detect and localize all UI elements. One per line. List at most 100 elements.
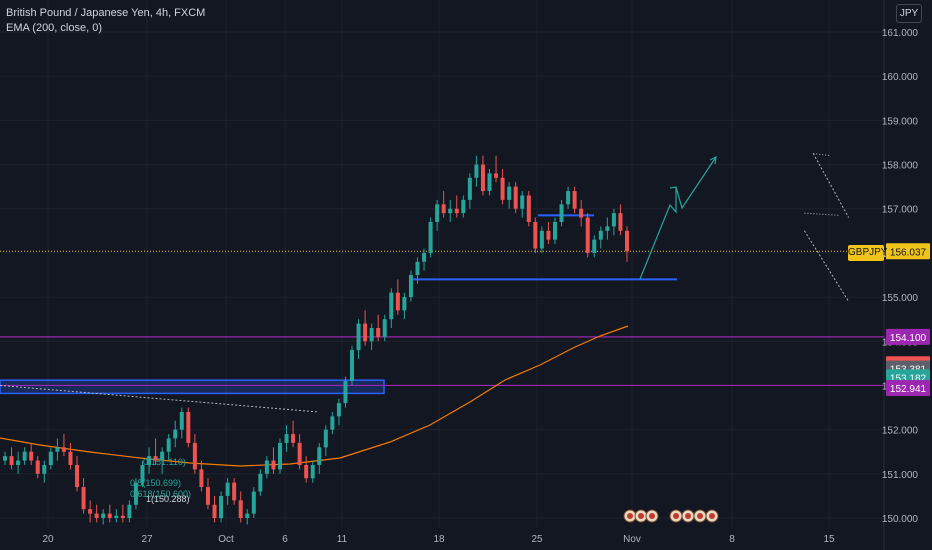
current-symbol-label: GBPJPY xyxy=(848,245,887,261)
candle-body xyxy=(572,191,577,209)
candle-body xyxy=(94,513,99,518)
candle xyxy=(474,155,479,187)
candle-body xyxy=(238,500,243,518)
candle xyxy=(271,447,276,474)
candle-body xyxy=(552,221,557,240)
candle xyxy=(225,478,230,505)
symbol-title[interactable]: British Pound / Japanese Yen, 4h, FXCM xyxy=(6,7,206,19)
candle xyxy=(205,478,210,510)
candle-body xyxy=(160,451,165,461)
event-flag-icon[interactable] xyxy=(669,509,683,523)
fib-level-label: 1(150.288) xyxy=(146,494,190,504)
candle xyxy=(323,425,328,457)
candle-body xyxy=(520,195,525,209)
event-flag-icon[interactable] xyxy=(693,509,707,523)
projection-arrowhead xyxy=(669,186,679,195)
event-flag-icon[interactable] xyxy=(705,509,719,523)
candle xyxy=(487,168,492,196)
candle xyxy=(350,345,355,386)
candle-body xyxy=(153,456,158,461)
projection-arrowhead xyxy=(709,155,717,165)
fibonacci-labels: 0(151.110) 0.5(150.699)0.618(150.600)1(15… xyxy=(130,457,191,504)
candle-body xyxy=(114,515,119,518)
candle-body xyxy=(435,204,440,222)
candle xyxy=(625,226,629,262)
candle-body xyxy=(323,429,328,448)
candle xyxy=(35,456,40,479)
candle-body xyxy=(88,509,93,514)
candle-body xyxy=(598,230,603,240)
candle xyxy=(22,447,27,465)
price-level-badge: 152.941 xyxy=(886,380,930,397)
candle-body xyxy=(101,513,106,518)
candle xyxy=(389,288,394,329)
x-tick-label: 27 xyxy=(141,534,153,545)
candle-body xyxy=(500,177,505,200)
x-tick-label: Oct xyxy=(218,534,234,545)
candle xyxy=(238,491,243,523)
event-flag-icon[interactable] xyxy=(623,509,637,523)
candle xyxy=(173,420,178,448)
candle-body xyxy=(68,451,73,465)
candle xyxy=(258,469,263,496)
candle xyxy=(598,226,603,249)
candle xyxy=(291,420,296,448)
svg-text:156.037: 156.037 xyxy=(890,247,927,258)
candle xyxy=(55,438,60,461)
candle xyxy=(422,248,427,271)
candle-body xyxy=(454,208,459,214)
candle xyxy=(245,509,250,525)
candle-body xyxy=(291,434,296,443)
indicator-label[interactable]: EMA (200, close, 0) xyxy=(6,22,102,34)
svg-text:153.182: 153.182 xyxy=(890,373,927,384)
event-flag-icon[interactable] xyxy=(634,509,648,523)
candle-body xyxy=(16,460,21,465)
candlestick-series xyxy=(3,155,629,525)
x-tick-label: 15 xyxy=(823,534,835,545)
candle-body xyxy=(258,473,263,492)
drawing-tools xyxy=(0,153,884,413)
event-flag-icon[interactable] xyxy=(645,509,659,523)
candle xyxy=(494,155,499,183)
candle-body xyxy=(81,487,86,510)
candle xyxy=(461,195,466,218)
candle-body xyxy=(625,230,629,252)
currency-button[interactable]: JPY xyxy=(896,4,922,23)
candle xyxy=(29,442,34,465)
candle xyxy=(48,447,53,470)
event-flag-icon[interactable] xyxy=(681,509,695,523)
candle-body xyxy=(127,504,132,518)
x-tick-label: Nov xyxy=(623,534,641,545)
candle xyxy=(428,217,433,258)
candle-body xyxy=(48,451,53,465)
fib-level-label: 0.618(150.600) xyxy=(130,489,191,499)
candle-body xyxy=(448,208,453,214)
candle xyxy=(566,186,571,209)
candle xyxy=(480,155,485,196)
y-tick-label: 155.000 xyxy=(882,293,919,304)
candle-body xyxy=(382,319,387,337)
candle xyxy=(579,199,584,227)
candle-body xyxy=(42,464,47,474)
candle-body xyxy=(507,186,512,200)
candle-body xyxy=(494,173,499,178)
candle xyxy=(120,504,125,523)
x-tick-label: 25 xyxy=(531,534,543,545)
y-tick-label: 159.000 xyxy=(882,116,919,127)
economic-events xyxy=(623,509,719,523)
candle-body xyxy=(330,416,335,430)
candle xyxy=(160,447,165,474)
candle xyxy=(526,191,531,227)
candle-body xyxy=(317,447,322,465)
candle-body xyxy=(611,213,616,227)
candle xyxy=(382,314,387,342)
candle xyxy=(572,186,577,214)
candle-body xyxy=(402,297,407,311)
candle-body xyxy=(585,217,590,253)
candle xyxy=(467,173,472,209)
candle-body xyxy=(107,513,112,518)
x-tick-label: 6 xyxy=(282,534,288,545)
candle xyxy=(376,314,381,342)
candle xyxy=(88,500,93,523)
